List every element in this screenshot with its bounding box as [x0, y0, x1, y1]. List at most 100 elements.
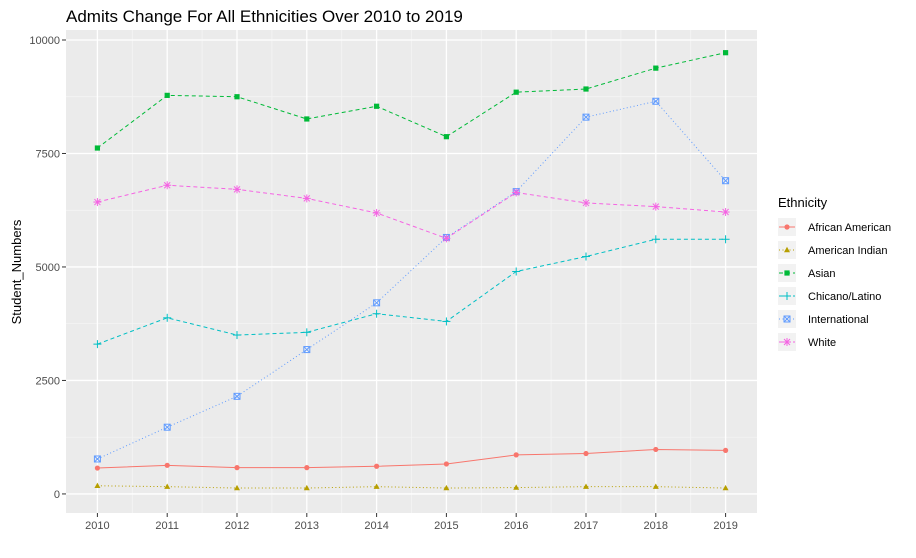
data-point-white [651, 202, 660, 211]
data-point-asian [722, 50, 729, 56]
data-point-chicano-latino [372, 309, 381, 318]
data-point-african-american [513, 452, 519, 458]
legend-label: Asian [808, 268, 836, 280]
data-point-international [582, 113, 590, 121]
legend-item-asian: Asian [778, 264, 836, 282]
series-african-american [94, 446, 729, 471]
x-tick-label: 2014 [364, 520, 388, 532]
x-tick-label: 2019 [713, 520, 737, 532]
legend-label: Chicano/Latino [808, 291, 881, 303]
data-point-african-american [234, 465, 240, 471]
data-point-african-american [304, 465, 310, 471]
data-point-international [722, 177, 730, 185]
legend-label: American Indian [808, 245, 888, 257]
data-point-chicano-latino [581, 252, 590, 261]
legend-key-marker [784, 270, 790, 276]
data-point-african-american [653, 446, 659, 453]
data-point-american-indian [234, 484, 241, 491]
data-point-african-american [583, 450, 589, 457]
data-point-american-indian [722, 484, 729, 491]
axes-layer: 0 2500 5000 7500 10000 2010 2011 2012 2013 2014 20… [29, 35, 737, 532]
legend-item-chicano-latino: Chicano/Latino [778, 287, 881, 305]
legend-key-marker [783, 292, 791, 300]
legend-item-international: International [778, 310, 869, 328]
data-point-african-american [374, 463, 380, 469]
data-point-asian [374, 103, 380, 109]
data-point-american-indian [373, 483, 380, 489]
data-point-asian [653, 65, 659, 71]
y-tick-label: 7500 [36, 148, 60, 160]
data-point-asian [94, 145, 101, 151]
x-tick-label: 2012 [225, 520, 249, 532]
data-point-asian [583, 86, 589, 92]
data-point-chicano-latino [163, 313, 172, 322]
data-point-american-indian [513, 484, 520, 490]
data-point-international [93, 455, 101, 463]
legend-label: African American [808, 222, 891, 234]
legend-key-marker [784, 246, 790, 253]
data-point-african-american [94, 465, 101, 471]
data-point-asian [513, 89, 519, 95]
legend-key-marker [783, 315, 791, 323]
data-point-american-indian [303, 484, 310, 491]
data-point-international [303, 346, 311, 354]
y-axis-title: Student_Numbers [9, 219, 24, 324]
data-point-chicano-latino [93, 340, 102, 349]
data-point-white [721, 208, 730, 217]
data-point-american-indian [582, 483, 589, 489]
legend-title: Ethnicity [778, 195, 828, 210]
data-point-american-indian [94, 482, 101, 488]
series-line-white [97, 184, 726, 239]
series-line-african-american [97, 448, 726, 469]
data-point-asian [164, 92, 170, 98]
data-point-white [581, 198, 590, 207]
data-point-international [652, 97, 660, 105]
series-white [93, 181, 730, 243]
legend: Ethnicity African American American India… [778, 195, 891, 351]
data-point-chicano-latino [442, 317, 451, 326]
x-tick-label: 2011 [155, 520, 179, 532]
data-point-white [233, 185, 242, 194]
series-layer [93, 50, 730, 491]
data-point-african-american [443, 461, 449, 467]
data-point-white [442, 234, 451, 243]
y-tick-label: 5000 [36, 262, 60, 274]
data-point-chicano-latino [651, 235, 660, 244]
x-tick-label: 2016 [504, 520, 528, 532]
series-line-asian [97, 52, 726, 149]
minor-gridlines [66, 30, 757, 513]
x-tick-label: 2018 [644, 520, 668, 532]
major-gridlines [66, 30, 757, 513]
data-point-international [233, 392, 241, 400]
chart-title: Admits Change For All Ethnicities Over 2… [66, 7, 463, 26]
data-point-international [163, 423, 171, 431]
legend-key-marker [784, 224, 790, 230]
x-tick-label: 2010 [85, 520, 109, 532]
data-point-white [163, 181, 172, 190]
x-tick-label: 2017 [574, 520, 598, 532]
data-point-asian [443, 134, 449, 140]
data-point-american-indian [164, 483, 171, 489]
data-point-american-indian [443, 484, 450, 491]
series-asian [94, 50, 729, 151]
series-line-chicano-latino [97, 238, 726, 345]
legend-item-african-american: African American [778, 218, 891, 236]
data-point-white [372, 208, 381, 217]
data-point-african-american [164, 462, 170, 468]
data-point-chicano-latino [512, 267, 521, 276]
data-point-african-american [722, 447, 729, 453]
legend-item-american-indian: American Indian [778, 241, 888, 259]
legend-item-white: White [778, 333, 836, 351]
data-point-chicano-latino [721, 235, 730, 244]
data-point-asian [234, 94, 240, 100]
legend-label: International [808, 314, 869, 326]
data-point-white [512, 188, 521, 197]
data-point-chicano-latino [302, 328, 311, 337]
data-point-white [302, 194, 311, 203]
y-tick-label: 0 [54, 489, 60, 501]
series-international [93, 97, 730, 463]
data-point-asian [304, 116, 310, 122]
data-point-white [93, 198, 102, 207]
y-tick-label: 10000 [29, 35, 60, 47]
